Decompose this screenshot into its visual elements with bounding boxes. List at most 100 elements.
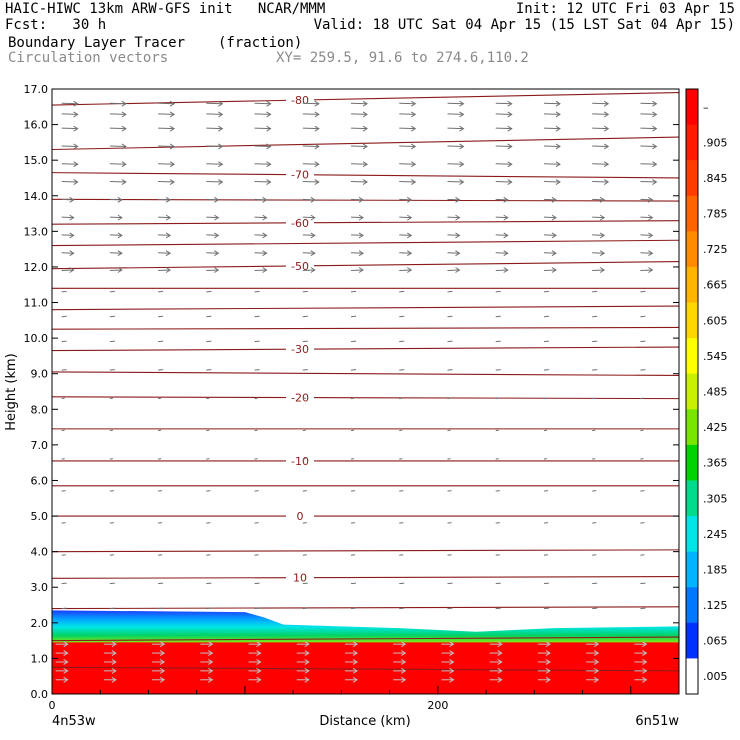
vector-12-2: [158, 315, 164, 318]
vector-19-4: [254, 522, 259, 524]
vector-18-5: [302, 490, 307, 492]
vector-0-7: [399, 100, 417, 107]
colorbar-label-7: .545: [703, 350, 728, 363]
low-vector-4-8: [441, 676, 455, 683]
vector-21-7: [399, 582, 405, 585]
isotherm-label-14: -10: [291, 455, 309, 468]
vector-14-3: [206, 369, 212, 371]
vector-10-11: [592, 267, 606, 273]
vector-14-2: [158, 369, 164, 371]
vector-22-4: [254, 607, 260, 610]
low-vector-1-3: [200, 650, 214, 656]
vector-20-12: [640, 554, 645, 556]
vector-6-9: [495, 196, 509, 203]
isotherm-label-bg-12: [286, 391, 314, 404]
low-vector-4-11: [586, 676, 600, 683]
x-tick-label-0: 0: [49, 699, 56, 712]
colorbar-swatch-7: [686, 338, 698, 375]
vector-3-2: [158, 143, 176, 150]
y-tick-label-11: 11.0: [24, 297, 49, 310]
vector-18-1: [109, 490, 114, 492]
vector-20-1: [109, 554, 114, 556]
low-vector-4-9: [489, 676, 503, 683]
vector-20-6: [350, 554, 356, 556]
vector-5-2: [158, 179, 176, 185]
isotherm-line-21: [52, 666, 679, 672]
vector-15-12: [640, 397, 644, 400]
vector-5-11: [592, 179, 610, 185]
vector-0-12: [640, 100, 658, 107]
vector-9-5: [302, 250, 316, 257]
vector-19-8: [447, 522, 452, 524]
low-vector-2-2: [152, 659, 166, 665]
vector-7-6: [351, 214, 364, 221]
vector-13-4: [254, 340, 260, 343]
vector-17-6: [350, 458, 355, 460]
vector-7-4: [254, 214, 268, 221]
circulation-vectors: [55, 100, 658, 683]
isotherm-line-9: [52, 326, 679, 330]
y-tick-label-6: 6.0: [31, 474, 49, 487]
vector-10-5: [302, 267, 316, 273]
vector-11-12: [640, 290, 646, 293]
vector-13-11: [592, 340, 598, 343]
vector-9-11: [592, 250, 606, 257]
vector-8-3: [206, 232, 220, 239]
low-vector-1-6: [345, 650, 358, 656]
vector-1-7: [399, 111, 417, 118]
vector-6-11: [592, 196, 606, 203]
low-vector-1-0: [55, 650, 69, 656]
colorbar-swatch-6: [686, 302, 698, 339]
vector-1-11: [592, 111, 610, 118]
vector-6-10: [543, 196, 557, 203]
vector-9-6: [351, 250, 364, 257]
low-vector-4-4: [248, 676, 262, 683]
colorbar-label-4: .725: [703, 243, 728, 256]
colorbar-label-2: .845: [703, 172, 728, 185]
vector-8-0: [61, 232, 75, 239]
isotherm-line-20: [52, 636, 679, 642]
isotherm-label-bg-10: [286, 343, 314, 356]
vector-1-3: [206, 111, 224, 118]
isotherm-label-10: -30: [291, 343, 309, 356]
valid-time: Valid: 18 UTC Sat 04 Apr 15 (15 LST Sat …: [313, 17, 735, 33]
vector-12-10: [543, 315, 550, 318]
colorbar-label-16: .005: [703, 670, 728, 683]
colorbar-label-5: .665: [703, 279, 728, 292]
vector-12-0: [61, 315, 67, 318]
isotherm-line-17: [52, 549, 679, 553]
vector-13-0: [61, 340, 67, 343]
low-vector-2-3: [200, 659, 214, 665]
vector-1-12: [640, 111, 658, 118]
vector-12-9: [495, 315, 501, 318]
vector-7-11: [592, 214, 606, 221]
y-tick-label-2: 2.0: [31, 617, 49, 630]
low-vector-2-7: [393, 659, 407, 665]
vector-5-7: [399, 179, 417, 185]
field-name: Boundary Layer Tracer: [8, 35, 186, 51]
vector-20-8: [447, 554, 452, 556]
vector-22-1: [109, 607, 115, 610]
vector-7-5: [302, 214, 316, 221]
vector-20-0: [61, 554, 66, 556]
vector-22-12: [640, 607, 646, 610]
isotherm-line-8: [52, 305, 679, 311]
y-tick-label-7: 7.0: [31, 439, 49, 452]
vector-17-4: [254, 458, 258, 460]
vector-15-1: [109, 397, 113, 400]
low-vector-3-10: [537, 667, 551, 674]
vector-21-10: [543, 582, 550, 585]
vector-9-1: [109, 250, 123, 257]
vector-18-9: [495, 490, 500, 492]
vector-4-12: [640, 161, 658, 168]
vector-2-0: [61, 125, 79, 132]
vector-1-4: [254, 111, 272, 118]
isotherm-label-bg-16: [286, 510, 314, 523]
vector-14-6: [350, 369, 357, 371]
vector-20-4: [254, 554, 259, 556]
vector-3-9: [495, 143, 513, 150]
low-vector-3-9: [489, 667, 503, 674]
isotherm-label-bg-18: [286, 571, 314, 584]
vector-19-6: [350, 522, 356, 524]
forecast-hour: Fcst: 30 h: [5, 17, 107, 33]
